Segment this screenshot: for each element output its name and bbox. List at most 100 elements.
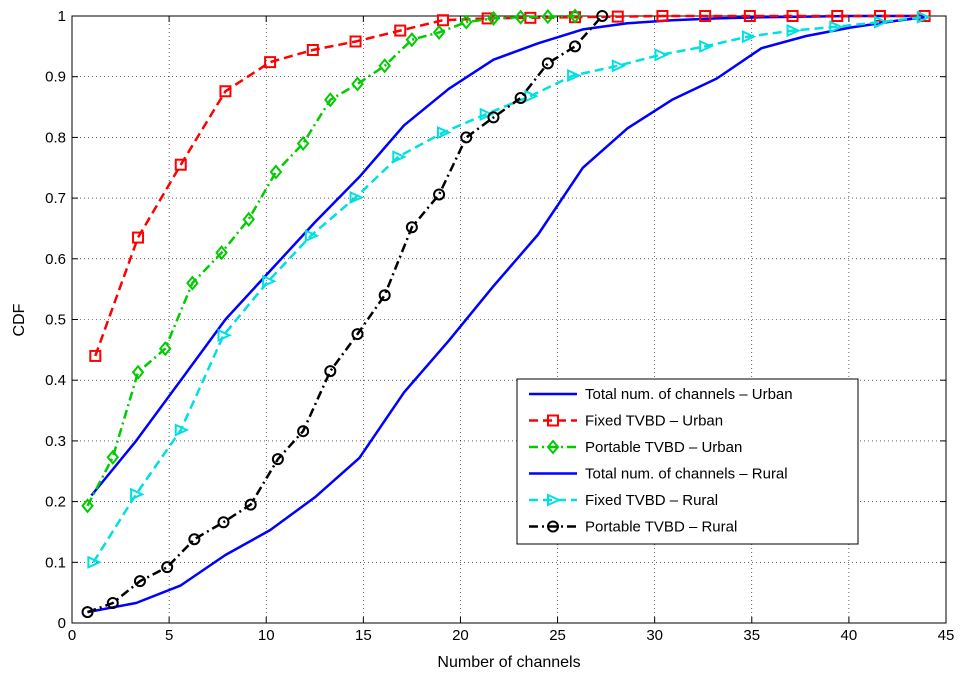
series-line [94, 14, 925, 357]
triangle-marker [87, 555, 102, 569]
circle-marker [188, 533, 201, 546]
square-marker [918, 10, 931, 22]
x-tick-label: 35 [743, 627, 760, 644]
square-marker [219, 85, 232, 98]
legend-entry: Total num. of channels – Rural [529, 466, 788, 483]
circle-marker [514, 91, 527, 104]
diamond-marker [568, 8, 582, 24]
triangle-marker [916, 10, 932, 24]
legend-label: Portable TVBD – Urban [585, 439, 742, 456]
x-tick-label: 45 [938, 627, 955, 644]
legend-entry: Portable TVBD – Urban [529, 439, 742, 456]
circle-marker [405, 221, 418, 234]
circle-marker [487, 111, 500, 124]
triangle-marker [304, 229, 320, 243]
legend-entry: Portable TVBD – Rural [529, 519, 737, 536]
legend-label: Fixed TVBD – Rural [585, 492, 718, 509]
triangle-marker [130, 487, 145, 501]
circle-marker [244, 498, 257, 511]
circle-marker [271, 453, 284, 466]
square-marker [547, 414, 559, 427]
x-tick-label: 0 [68, 627, 76, 644]
diamond-marker [546, 439, 560, 455]
square-marker [656, 10, 669, 22]
circle-marker [433, 188, 446, 201]
diamond-marker [106, 449, 120, 465]
square-marker [611, 10, 624, 23]
diamond-marker [541, 9, 555, 25]
y-tick-label: 0.4 [45, 372, 66, 389]
y-tick-label: 0.7 [45, 190, 66, 207]
circle-marker [133, 575, 146, 588]
square-marker [436, 14, 449, 27]
square-marker [743, 10, 756, 22]
legend: Total num. of channels – Urban Fixed TVBD… [516, 378, 859, 545]
series-line [86, 14, 576, 507]
circle-marker [351, 328, 364, 341]
diamond-marker [459, 14, 473, 30]
square-marker [699, 10, 712, 22]
triangle-marker [699, 39, 714, 53]
triangle-marker [262, 274, 277, 288]
diamond-marker [296, 135, 310, 152]
circle-marker [297, 425, 310, 438]
square-marker [89, 349, 102, 362]
square-marker [174, 158, 187, 171]
triangle-marker [829, 20, 844, 34]
series-5 [87, 10, 932, 569]
circle-marker [81, 606, 94, 619]
diamond-marker [158, 341, 172, 357]
diamond-marker [378, 58, 391, 74]
x-tick-label: 20 [452, 627, 469, 644]
diamond-marker [351, 76, 364, 92]
y-tick-label: 0.5 [45, 312, 66, 329]
x-tick-label: 30 [646, 627, 663, 644]
legend-label: Total num. of channels – Rural [585, 466, 788, 483]
diamond-marker [242, 211, 256, 227]
diamond-marker [81, 498, 94, 514]
series-line [87, 15, 925, 614]
diamond-marker [432, 24, 446, 40]
triangle-marker [741, 30, 757, 44]
square-marker [831, 10, 844, 22]
series-6 [81, 10, 609, 619]
legend-label: Portable TVBD – Rural [585, 519, 737, 536]
series-3 [81, 8, 582, 514]
legend-label: Total num. of channels – Urban [585, 386, 793, 403]
triangle-marker [392, 150, 407, 164]
diamond-marker [269, 164, 283, 180]
triangle-marker [217, 328, 232, 342]
triangle-marker [786, 24, 801, 38]
diamond-marker [487, 10, 500, 26]
diamond-marker [186, 275, 199, 291]
triangle-marker [349, 190, 364, 205]
triangle-marker [547, 493, 562, 507]
diamond-marker [131, 364, 145, 380]
square-marker [786, 10, 799, 22]
legend-entry: Fixed TVBD – Urban [529, 413, 723, 430]
square-marker [264, 56, 277, 69]
legend-label: Fixed TVBD – Urban [585, 413, 723, 430]
x-tick-label: 40 [841, 627, 858, 644]
x-axis-label: Number of channels [437, 654, 580, 671]
circle-marker [217, 516, 230, 529]
circle-marker [161, 561, 174, 574]
legend-entry: Fixed TVBD – Rural [529, 492, 718, 509]
circle-marker [460, 131, 473, 144]
diamond-marker [324, 92, 337, 108]
triangle-marker [174, 423, 190, 437]
circle-marker [378, 289, 391, 302]
triangle-marker [611, 59, 627, 73]
circle-marker [541, 57, 554, 70]
series-4 [87, 15, 925, 614]
triangle-marker [567, 68, 582, 83]
x-tick-label: 25 [549, 627, 566, 644]
triangle-marker [654, 48, 669, 62]
y-tick-label: 0.3 [45, 433, 66, 450]
y-axis-label: CDF [11, 303, 28, 336]
square-marker [132, 231, 145, 244]
y-tick-label: 0.1 [45, 554, 66, 571]
triangle-marker [479, 107, 495, 121]
